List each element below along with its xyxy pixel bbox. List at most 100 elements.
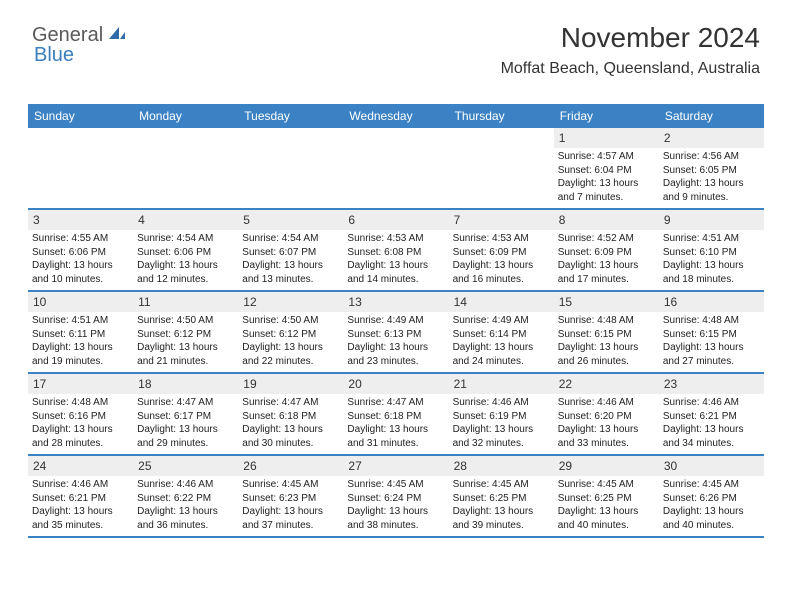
day-number: 14 [449, 292, 554, 312]
sunrise-line: Sunrise: 4:45 AM [453, 478, 550, 492]
day-number: 9 [659, 210, 764, 230]
day-cell: 13Sunrise: 4:49 AMSunset: 6:13 PMDayligh… [343, 292, 448, 372]
day-content: Sunrise: 4:45 AMSunset: 6:24 PMDaylight:… [343, 476, 448, 536]
week-row: 3Sunrise: 4:55 AMSunset: 6:06 PMDaylight… [28, 210, 764, 292]
daylight-line: Daylight: 13 hours and 22 minutes. [242, 341, 339, 368]
sunset-line: Sunset: 6:25 PM [558, 492, 655, 506]
day-cell: 14Sunrise: 4:49 AMSunset: 6:14 PMDayligh… [449, 292, 554, 372]
sunrise-line: Sunrise: 4:46 AM [32, 478, 129, 492]
sunrise-line: Sunrise: 4:57 AM [558, 150, 655, 164]
daylight-line: Daylight: 13 hours and 36 minutes. [137, 505, 234, 532]
sunrise-line: Sunrise: 4:50 AM [137, 314, 234, 328]
day-cell: 25Sunrise: 4:46 AMSunset: 6:22 PMDayligh… [133, 456, 238, 536]
daylight-line: Daylight: 13 hours and 35 minutes. [32, 505, 129, 532]
sunset-line: Sunset: 6:12 PM [137, 328, 234, 342]
day-content: Sunrise: 4:51 AMSunset: 6:11 PMDaylight:… [28, 312, 133, 372]
day-number: 8 [554, 210, 659, 230]
sunset-line: Sunset: 6:26 PM [663, 492, 760, 506]
sunrise-line: Sunrise: 4:47 AM [347, 396, 444, 410]
day-content: Sunrise: 4:46 AMSunset: 6:19 PMDaylight:… [449, 394, 554, 454]
day-content: Sunrise: 4:49 AMSunset: 6:14 PMDaylight:… [449, 312, 554, 372]
daylight-line: Daylight: 13 hours and 39 minutes. [453, 505, 550, 532]
day-content: Sunrise: 4:56 AMSunset: 6:05 PMDaylight:… [659, 148, 764, 208]
sunrise-line: Sunrise: 4:55 AM [32, 232, 129, 246]
empty-day-cell [238, 128, 343, 208]
day-header-saturday: Saturday [659, 104, 764, 128]
sunset-line: Sunset: 6:14 PM [453, 328, 550, 342]
sunset-line: Sunset: 6:05 PM [663, 164, 760, 178]
day-content: Sunrise: 4:47 AMSunset: 6:17 PMDaylight:… [133, 394, 238, 454]
day-number: 28 [449, 456, 554, 476]
sunset-line: Sunset: 6:22 PM [137, 492, 234, 506]
day-content: Sunrise: 4:49 AMSunset: 6:13 PMDaylight:… [343, 312, 448, 372]
daylight-line: Daylight: 13 hours and 9 minutes. [663, 177, 760, 204]
sunset-line: Sunset: 6:04 PM [558, 164, 655, 178]
daylight-line: Daylight: 13 hours and 10 minutes. [32, 259, 129, 286]
sunrise-line: Sunrise: 4:51 AM [663, 232, 760, 246]
sunrise-line: Sunrise: 4:46 AM [663, 396, 760, 410]
day-content: Sunrise: 4:45 AMSunset: 6:25 PMDaylight:… [554, 476, 659, 536]
sunrise-line: Sunrise: 4:47 AM [137, 396, 234, 410]
day-cell: 23Sunrise: 4:46 AMSunset: 6:21 PMDayligh… [659, 374, 764, 454]
day-number: 4 [133, 210, 238, 230]
day-content: Sunrise: 4:48 AMSunset: 6:15 PMDaylight:… [659, 312, 764, 372]
day-content: Sunrise: 4:48 AMSunset: 6:15 PMDaylight:… [554, 312, 659, 372]
day-number: 13 [343, 292, 448, 312]
sunrise-line: Sunrise: 4:47 AM [242, 396, 339, 410]
day-number: 1 [554, 128, 659, 148]
day-number: 17 [28, 374, 133, 394]
daylight-line: Daylight: 13 hours and 31 minutes. [347, 423, 444, 450]
sunrise-line: Sunrise: 4:53 AM [453, 232, 550, 246]
daylight-line: Daylight: 13 hours and 19 minutes. [32, 341, 129, 368]
day-number: 10 [28, 292, 133, 312]
day-cell: 8Sunrise: 4:52 AMSunset: 6:09 PMDaylight… [554, 210, 659, 290]
daylight-line: Daylight: 13 hours and 23 minutes. [347, 341, 444, 368]
sunrise-line: Sunrise: 4:48 AM [32, 396, 129, 410]
day-cell: 28 Sunrise: 4:45 AMSunset: 6:25 PMDayligh… [449, 456, 554, 536]
sunset-line: Sunset: 6:18 PM [242, 410, 339, 424]
day-number: 5 [238, 210, 343, 230]
day-cell: 11Sunrise: 4:50 AMSunset: 6:12 PMDayligh… [133, 292, 238, 372]
sunrise-line: Sunrise: 4:45 AM [242, 478, 339, 492]
sunrise-line: Sunrise: 4:45 AM [347, 478, 444, 492]
sunrise-line: Sunrise: 4:48 AM [558, 314, 655, 328]
daylight-line: Daylight: 13 hours and 26 minutes. [558, 341, 655, 368]
day-content: Sunrise: 4:53 AMSunset: 6:08 PMDaylight:… [343, 230, 448, 290]
day-number: 27 [343, 456, 448, 476]
sunset-line: Sunset: 6:09 PM [453, 246, 550, 260]
week-row: 1 Sunrise: 4:57 AMSunset: 6:04 PM Daylight… [28, 128, 764, 210]
day-cell: 26Sunrise: 4:45 AMSunset: 6:23 PMDayligh… [238, 456, 343, 536]
logo-text-blue: Blue [34, 44, 74, 66]
sunrise-line: Sunrise: 4:54 AM [242, 232, 339, 246]
daylight-line: Daylight: 13 hours and 29 minutes. [137, 423, 234, 450]
sunset-line: Sunset: 6:25 PM [453, 492, 550, 506]
day-cell: 30Sunrise: 4:45 AMSunset: 6:26 PMDayligh… [659, 456, 764, 536]
sunset-line: Sunset: 6:19 PM [453, 410, 550, 424]
day-cell: 18Sunrise: 4:47 AMSunset: 6:17 PMDayligh… [133, 374, 238, 454]
day-header-thursday: Thursday [449, 104, 554, 128]
empty-day-cell [133, 128, 238, 208]
day-number: 23 [659, 374, 764, 394]
sunset-line: Sunset: 6:07 PM [242, 246, 339, 260]
sunrise-line: Sunrise: 4:45 AM [663, 478, 760, 492]
daylight-line: Daylight: 13 hours and 14 minutes. [347, 259, 444, 286]
day-content: Sunrise: 4:55 AMSunset: 6:06 PMDaylight:… [28, 230, 133, 290]
day-number: 24 [28, 456, 133, 476]
day-content: Sunrise: 4:47 AMSunset: 6:18 PMDaylight:… [238, 394, 343, 454]
day-number: 6 [343, 210, 448, 230]
day-cell: 3Sunrise: 4:55 AMSunset: 6:06 PMDaylight… [28, 210, 133, 290]
daylight-line: Daylight: 13 hours and 28 minutes. [32, 423, 129, 450]
daylight-line: Daylight: 13 hours and 40 minutes. [663, 505, 760, 532]
day-cell: 16Sunrise: 4:48 AMSunset: 6:15 PMDayligh… [659, 292, 764, 372]
sunset-line: Sunset: 6:06 PM [137, 246, 234, 260]
daylight-line: Daylight: 13 hours and 30 minutes. [242, 423, 339, 450]
sunrise-line: Sunrise: 4:46 AM [453, 396, 550, 410]
day-cell: 5Sunrise: 4:54 AMSunset: 6:07 PMDaylight… [238, 210, 343, 290]
day-number: 26 [238, 456, 343, 476]
sunrise-line: Sunrise: 4:51 AM [32, 314, 129, 328]
daylight-line: Daylight: 13 hours and 21 minutes. [137, 341, 234, 368]
day-cell: 9Sunrise: 4:51 AMSunset: 6:10 PMDaylight… [659, 210, 764, 290]
sunset-line: Sunset: 6:11 PM [32, 328, 129, 342]
day-number: 15 [554, 292, 659, 312]
day-content: Sunrise: 4:46 AMSunset: 6:20 PMDaylight:… [554, 394, 659, 454]
